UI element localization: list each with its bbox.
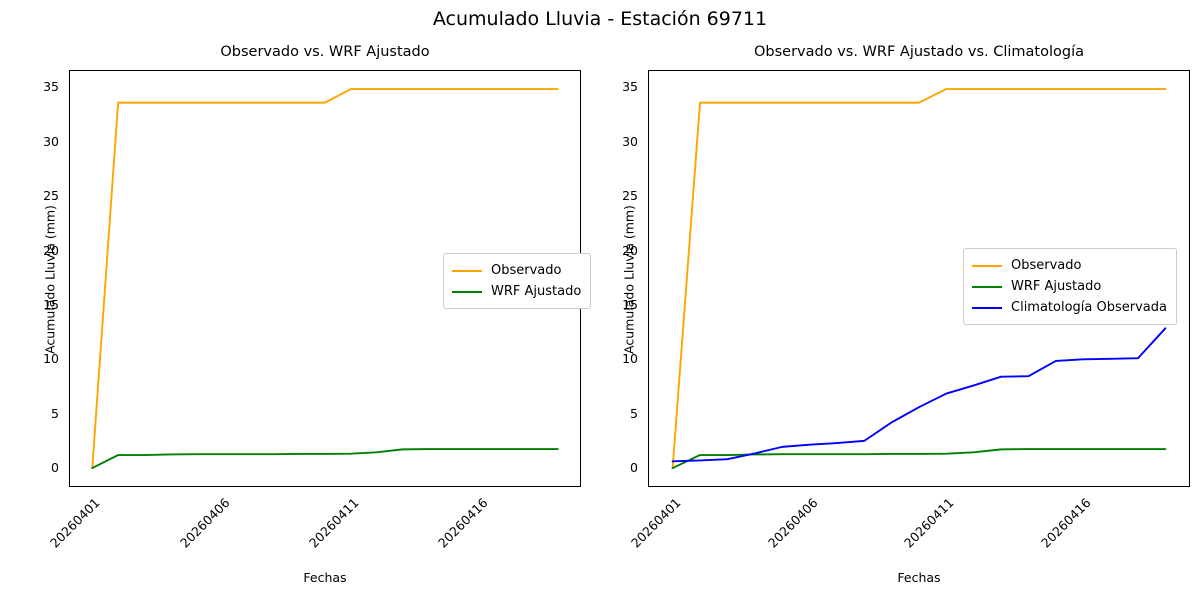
figure-suptitle: Acumulado Lluvia - Estación 69711 (432, 8, 768, 30)
ytick-label: 35 (43, 79, 59, 95)
ytick-label: 15 (622, 296, 638, 312)
xtick-label: 20260406 (176, 495, 233, 551)
xtick-label: 20260406 (764, 495, 821, 551)
subplot-right-legend[interactable]: Observado WRF Ajustado Climatología Observ… (963, 248, 1177, 325)
ytick-label: 30 (43, 133, 59, 149)
legend-entry[interactable]: Observado (972, 255, 1167, 276)
ytick-label: 20 (622, 242, 638, 258)
ytick-label: 20 (43, 242, 59, 258)
legend-line-swatch (452, 269, 482, 272)
ytick-label: 0 (630, 460, 638, 476)
subplot-right-ylabel: Acumulado Lluvia (mm) (621, 205, 637, 354)
ytick-label: 35 (622, 79, 638, 95)
legend-line-swatch (972, 306, 1002, 309)
xtick-label: 20260416 (435, 495, 491, 551)
subplot-left-title: Observado vs. WRF Ajustado (220, 44, 430, 60)
legend-label: Observado (491, 263, 562, 278)
ytick-label: 0 (51, 460, 59, 476)
xtick-label: 20260401 (47, 495, 103, 551)
legend-label: Climatología Observada (1011, 300, 1167, 315)
series-line-observado (671, 88, 1167, 470)
legend-line-swatch (972, 285, 1002, 288)
series-line-climatolog-a-observada (671, 327, 1167, 463)
xtick-label: 20260411 (901, 495, 957, 551)
ytick-label: 30 (622, 133, 638, 149)
xtick-label: 20260411 (305, 495, 362, 551)
subplot-right: Observado vs. WRF Ajustado vs. Climatolo… (622, 44, 1190, 551)
subplot-left-legend[interactable]: Observado WRF Ajustado (443, 253, 592, 309)
ytick-label: 10 (43, 351, 59, 367)
subplot-left-xlabel: Fechas (303, 570, 347, 585)
series-line-wrf-ajustado (671, 448, 1167, 470)
legend-label: WRF Ajustado (491, 284, 582, 299)
ytick-label: 25 (622, 188, 638, 204)
ytick-label: 15 (43, 296, 59, 312)
legend-line-swatch (452, 290, 482, 293)
legend-label: WRF Ajustado (1011, 279, 1102, 294)
legend-line-swatch (972, 264, 1002, 267)
subplot-right-xlabel: Fechas (897, 570, 941, 585)
subplot-left-ylabel: Acumulado Lluvia (mm) (42, 205, 58, 354)
subplot-right-plot-area (648, 70, 1190, 487)
xtick-label: 20260401 (627, 495, 684, 551)
subplot-left: Observado vs. WRF Ajustado Observado WRF … (43, 44, 592, 551)
legend-entry[interactable]: Observado (452, 260, 581, 281)
subplot-right-title: Observado vs. WRF Ajustado vs. Climatolo… (754, 44, 1084, 60)
ytick-label: 10 (622, 351, 638, 367)
legend-label: Observado (1011, 258, 1082, 273)
legend-entry[interactable]: WRF Ajustado (972, 276, 1167, 297)
legend-entry[interactable]: WRF Ajustado (452, 281, 581, 302)
series-line-wrf-ajustado (91, 448, 559, 470)
series-line-observado (91, 88, 559, 470)
ytick-label: 25 (43, 188, 59, 204)
xtick-label: 20260416 (1038, 495, 1094, 551)
ytick-label: 5 (51, 405, 59, 421)
legend-entry[interactable]: Climatología Observada (972, 297, 1167, 318)
ytick-label: 5 (630, 405, 638, 421)
